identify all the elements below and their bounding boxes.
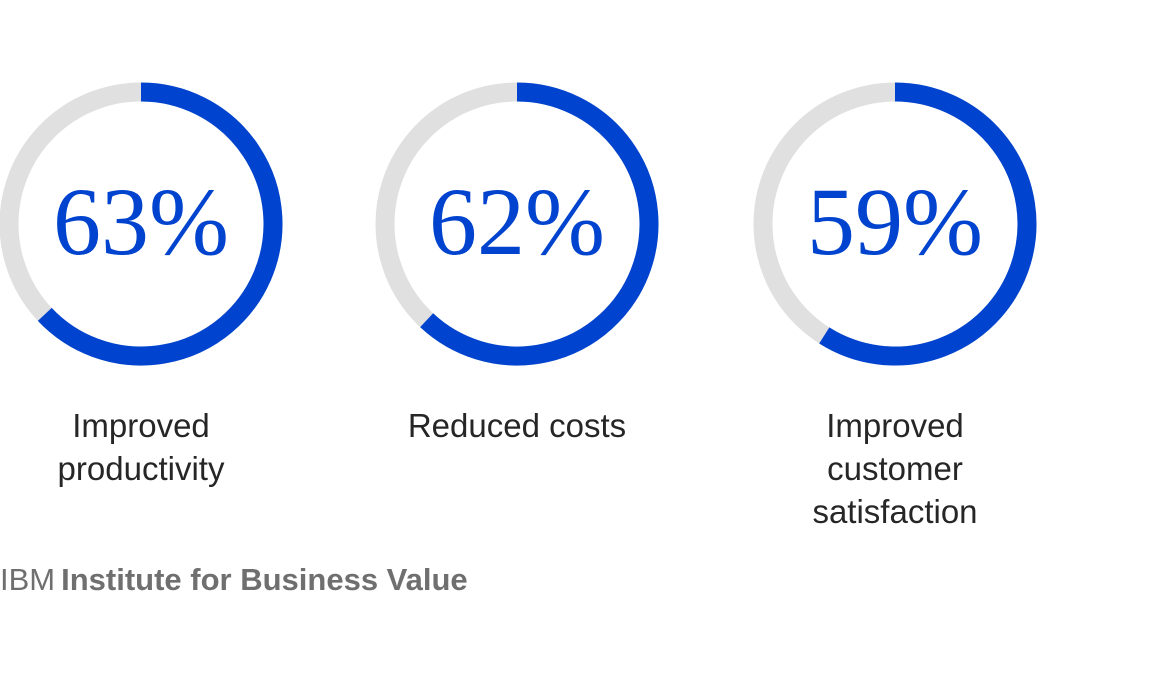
brand: IBM: [0, 562, 56, 597]
value-label: 59%: [807, 168, 983, 275]
footer: IBM Institute for Business Value: [0, 562, 468, 598]
ring-arc: [37, 82, 283, 366]
value-label: 62%: [429, 168, 605, 275]
ring-arc: [819, 82, 1037, 366]
category-label: Improved productivity: [57, 407, 225, 487]
ring-arc: [420, 82, 659, 366]
source-name: Institute for Business Value: [61, 562, 468, 597]
category-label: Improved customer satisfaction: [812, 407, 978, 530]
value-label: 63%: [53, 168, 229, 275]
category-label: Reduced costs: [407, 407, 627, 444]
chart: 63% 62% 59%: [0, 82, 1037, 366]
